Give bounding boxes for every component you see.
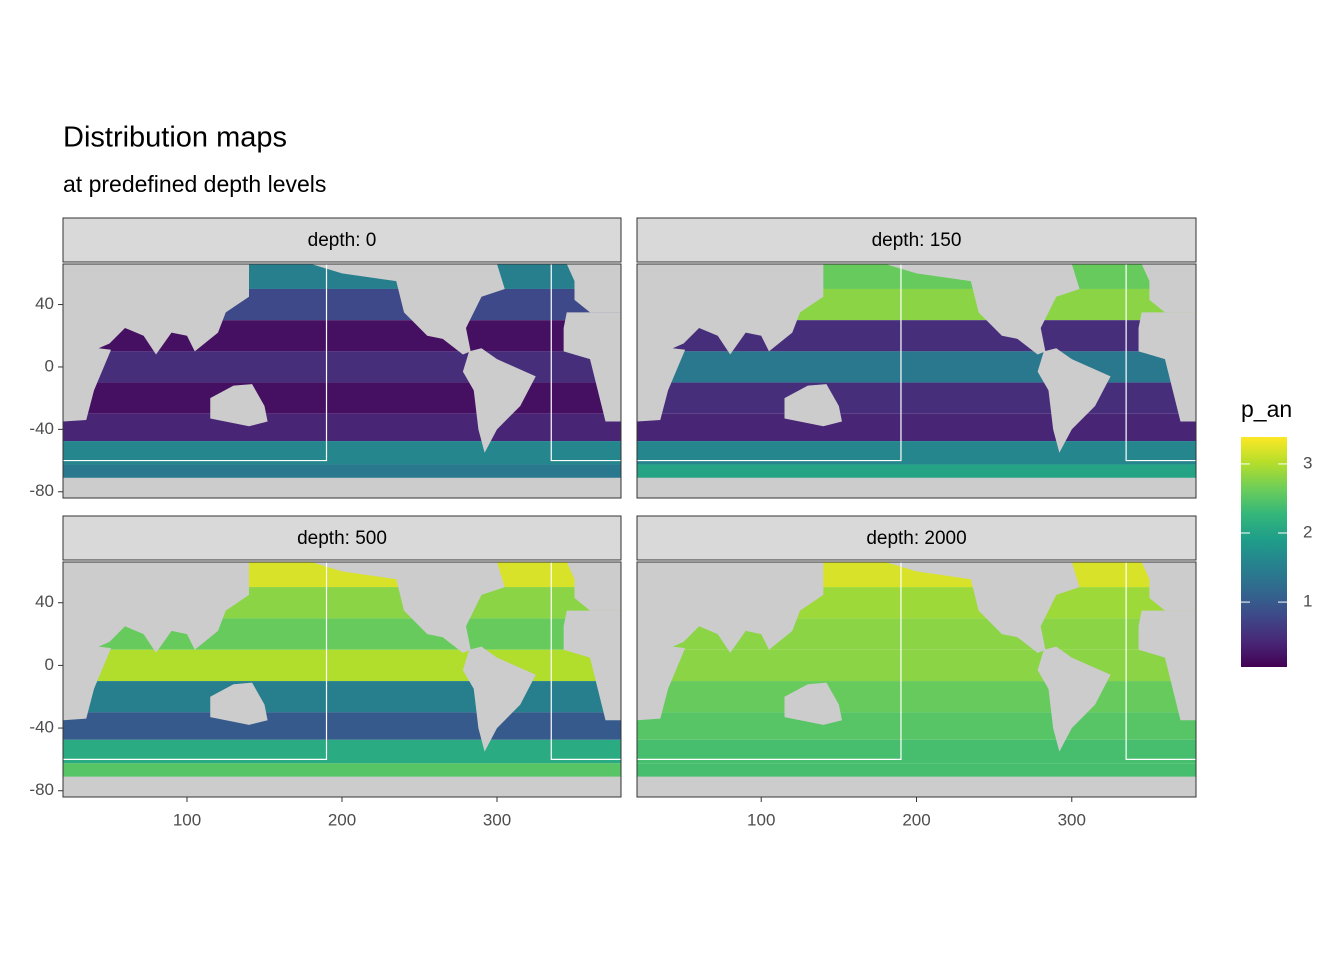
land: [1141, 562, 1196, 611]
land: [1138, 610, 1196, 721]
facet-strip: [636, 217, 1197, 263]
land: [210, 384, 268, 427]
band-cell: [637, 681, 1196, 713]
y-tick-label: 0: [45, 655, 54, 674]
legend-title: p_an: [1241, 396, 1292, 422]
colorbar: [1241, 437, 1287, 667]
panel: [63, 562, 621, 797]
x-tick-label: 300: [1058, 810, 1086, 829]
facet-label: depth: 2000: [866, 528, 966, 549]
band-cell: [63, 649, 621, 682]
land: [1141, 264, 1196, 313]
y-tick-label: 40: [35, 294, 54, 313]
x-tick-label: 200: [328, 810, 356, 829]
facet-label: depth: 500: [297, 528, 387, 549]
land: [210, 682, 268, 725]
colorbar-label: 1: [1303, 592, 1312, 611]
land: [1138, 312, 1196, 422]
chart-title: Distribution maps: [63, 122, 287, 154]
land: [637, 264, 824, 422]
land: [462, 348, 536, 453]
region-outline: [637, 264, 902, 462]
land: [566, 264, 621, 313]
region-outline: [63, 562, 328, 761]
y-tick-label: 0: [45, 356, 54, 375]
land: [885, 562, 1080, 653]
land: [1037, 646, 1111, 752]
y-tick-label: -80: [29, 780, 54, 799]
band-cell: [63, 351, 621, 383]
y-tick-label: -40: [29, 718, 54, 737]
panel: [63, 264, 621, 498]
band-cell: [637, 649, 1196, 682]
x-tick-label: 300: [483, 810, 511, 829]
band-cell: [637, 413, 1196, 442]
facet-strip: [636, 515, 1197, 561]
panel: [637, 264, 1196, 498]
land: [311, 264, 505, 355]
y-tick-label: -80: [29, 481, 54, 500]
facet-label: depth: 150: [872, 230, 962, 251]
x-tick-label: 200: [902, 810, 930, 829]
land: [885, 264, 1080, 355]
panel-border: [62, 263, 622, 499]
land: [637, 776, 1196, 797]
land: [63, 264, 249, 422]
land: [637, 477, 1196, 498]
region-outline: [1125, 562, 1196, 761]
colorbar-label: 2: [1303, 522, 1312, 541]
land: [566, 562, 621, 611]
x-tick-label: 100: [173, 810, 201, 829]
band-cell: [637, 382, 1196, 414]
region-outline: [550, 264, 621, 462]
band-cell: [63, 413, 621, 442]
band-cell: [637, 351, 1196, 383]
band-cell: [637, 712, 1196, 740]
band-cell: [637, 739, 1196, 764]
land: [1037, 348, 1111, 453]
facet-strip: [62, 217, 622, 263]
land: [311, 562, 505, 653]
land: [462, 646, 536, 752]
facet-strip: [62, 515, 622, 561]
y-tick-label: 40: [35, 592, 54, 611]
band-cell: [63, 382, 621, 414]
land: [63, 477, 621, 498]
band-cell: [637, 441, 1196, 465]
land: [563, 312, 621, 422]
region-outline: [637, 562, 902, 761]
land: [784, 682, 842, 725]
colorbar-label: 3: [1303, 453, 1312, 472]
y-tick-label: -40: [29, 419, 54, 438]
region-outline: [1125, 264, 1196, 462]
band-cell: [63, 712, 621, 740]
region-outline: [63, 264, 328, 462]
panel-border: [636, 263, 1197, 499]
chart-subtitle: at predefined depth levels: [63, 171, 326, 197]
land: [63, 562, 249, 721]
land: [563, 610, 621, 721]
land: [784, 384, 842, 427]
x-tick-label: 100: [747, 810, 775, 829]
panel: [637, 562, 1196, 797]
land: [637, 562, 824, 721]
facet-label: depth: 0: [308, 230, 377, 251]
band-cell: [63, 681, 621, 713]
land: [63, 776, 621, 797]
region-outline: [550, 562, 621, 761]
band-cell: [63, 739, 621, 764]
band-cell: [63, 441, 621, 465]
